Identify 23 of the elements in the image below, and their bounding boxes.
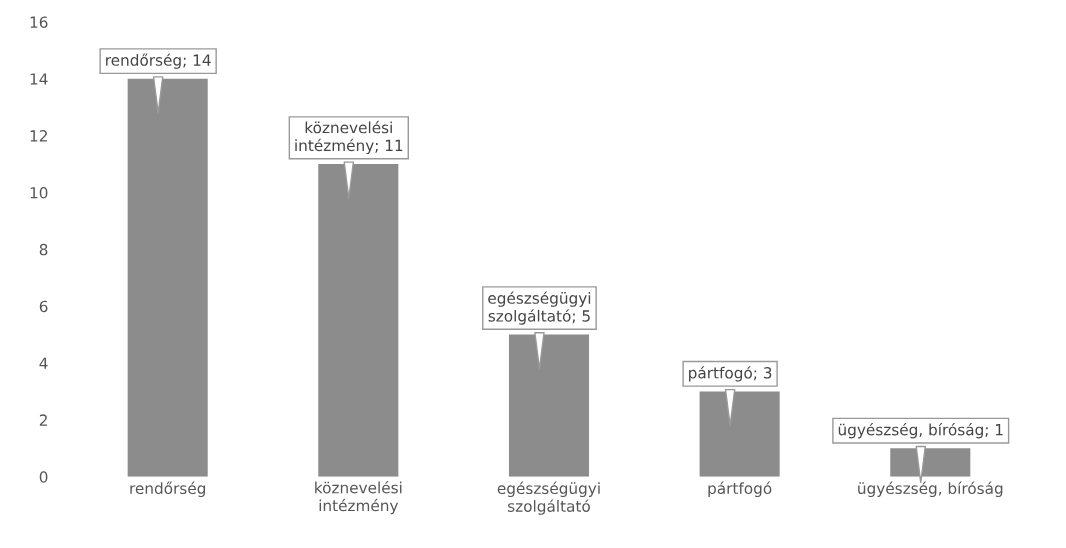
x-tick-label: pártfogó bbox=[708, 481, 772, 498]
data-label: ügyészség, bíróság; 1 bbox=[838, 422, 1003, 439]
x-tick-label: egészségügyi szolgáltató bbox=[497, 481, 600, 515]
data-label: pártfogó; 3 bbox=[689, 366, 772, 382]
y-tick-label: 10 bbox=[30, 186, 48, 199]
y-tick-label: 2 bbox=[39, 414, 47, 426]
data-label: egészségügyi szolgáltató; 5 bbox=[488, 291, 591, 325]
x-tick-label: ügyészség, bíróság bbox=[858, 481, 1003, 498]
y-tick-label: 6 bbox=[39, 300, 48, 313]
bar bbox=[699, 391, 780, 477]
data-label: rendőrség; 14 bbox=[106, 53, 211, 69]
bar bbox=[318, 164, 399, 477]
y-tick-label: 0 bbox=[39, 471, 48, 483]
y-tick-label: 4 bbox=[39, 357, 48, 369]
y-tick-label: 14 bbox=[30, 73, 48, 85]
y-tick-label: 8 bbox=[39, 243, 48, 256]
bar bbox=[127, 78, 208, 477]
data-label: köznevelési intézmény; 11 bbox=[295, 120, 403, 155]
bar bbox=[508, 334, 590, 477]
x-tick-label: rendőrség bbox=[130, 481, 205, 498]
x-tick-label: köznevelési intézmény bbox=[315, 481, 402, 515]
y-tick-label: 16 bbox=[30, 16, 48, 28]
y-tick-label: 12 bbox=[30, 130, 47, 142]
